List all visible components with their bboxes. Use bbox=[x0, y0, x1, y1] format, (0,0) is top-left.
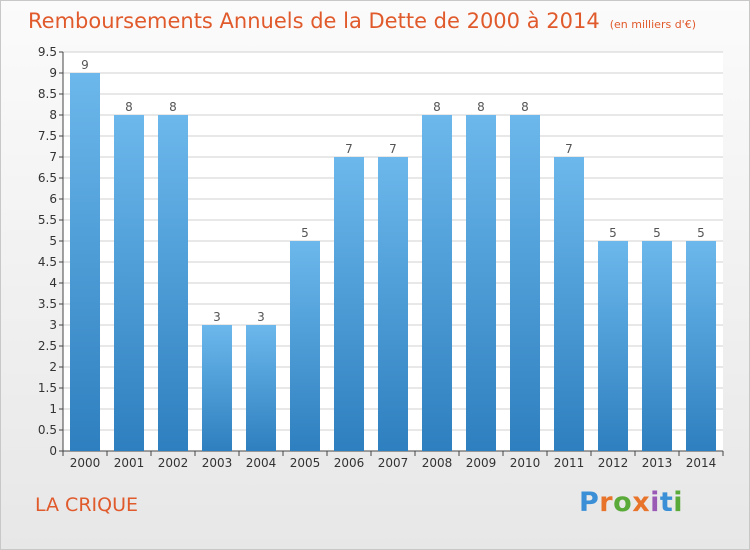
bar-2006 bbox=[334, 157, 364, 451]
bar-2011 bbox=[554, 157, 584, 451]
x-tick-label: 2006 bbox=[334, 456, 365, 470]
bar-2008 bbox=[422, 115, 452, 451]
x-tick-label: 2003 bbox=[202, 456, 233, 470]
bar-2009 bbox=[466, 115, 496, 451]
y-tick-label: 7 bbox=[49, 150, 57, 164]
data-label: 5 bbox=[653, 226, 661, 240]
bar-2002 bbox=[158, 115, 188, 451]
y-tick-label: 6.5 bbox=[38, 171, 57, 185]
data-label: 3 bbox=[213, 310, 221, 324]
unit-note: (en milliers d'€) bbox=[609, 18, 696, 31]
x-tick-label: 2007 bbox=[378, 456, 409, 470]
y-tick-label: 9.5 bbox=[38, 45, 57, 59]
x-tick-label: 2010 bbox=[510, 456, 541, 470]
data-label: 8 bbox=[433, 100, 441, 114]
bar-2001 bbox=[114, 115, 144, 451]
data-label: 5 bbox=[301, 226, 309, 240]
bar-2005 bbox=[290, 241, 320, 451]
data-label: 3 bbox=[257, 310, 265, 324]
y-tick-label: 9 bbox=[49, 66, 57, 80]
bar-2004 bbox=[246, 325, 276, 451]
x-tick-label: 2000 bbox=[70, 456, 101, 470]
chart-title-text: Remboursements Annuels de la Dette de 20… bbox=[28, 9, 600, 33]
x-tick-label: 2005 bbox=[290, 456, 321, 470]
y-tick-label: 2 bbox=[49, 360, 57, 374]
logo-letter: P bbox=[579, 487, 600, 518]
x-tick-label: 2013 bbox=[642, 456, 673, 470]
bar-2013 bbox=[642, 241, 672, 451]
data-label: 8 bbox=[125, 100, 133, 114]
x-tick-label: 2008 bbox=[422, 456, 453, 470]
data-label: 8 bbox=[169, 100, 177, 114]
logo-letter: r bbox=[599, 487, 614, 518]
data-label: 9 bbox=[81, 58, 89, 72]
logo-letter: i bbox=[650, 487, 660, 518]
y-tick-label: 3 bbox=[49, 318, 57, 332]
data-label: 7 bbox=[345, 142, 353, 156]
x-tick-label: 2014 bbox=[686, 456, 717, 470]
x-tick-label: 2001 bbox=[114, 456, 145, 470]
bar-2000 bbox=[70, 73, 100, 451]
y-tick-label: 0.5 bbox=[38, 423, 57, 437]
bar-2012 bbox=[598, 241, 628, 451]
logo-letter: t bbox=[659, 487, 674, 518]
data-label: 5 bbox=[697, 226, 705, 240]
y-tick-label: 0 bbox=[49, 444, 57, 458]
x-tick-label: 2009 bbox=[466, 456, 497, 470]
y-tick-label: 8.5 bbox=[38, 87, 57, 101]
y-tick-label: 4 bbox=[49, 276, 57, 290]
y-tick-label: 5 bbox=[49, 234, 57, 248]
logo-letter: i bbox=[673, 487, 684, 518]
proxiti-logo[interactable]: Proxiti bbox=[579, 487, 683, 518]
logo-letter: o bbox=[613, 487, 633, 518]
x-tick-label: 2012 bbox=[598, 456, 629, 470]
chart-title: Remboursements Annuels de la Dette de 20… bbox=[28, 9, 696, 33]
x-tick-label: 2011 bbox=[554, 456, 585, 470]
bar-2014 bbox=[686, 241, 716, 451]
data-label: 7 bbox=[389, 142, 397, 156]
y-tick-label: 2.5 bbox=[38, 339, 57, 353]
y-tick-label: 1.5 bbox=[38, 381, 57, 395]
data-label: 8 bbox=[521, 100, 529, 114]
y-tick-label: 4.5 bbox=[38, 255, 57, 269]
y-tick-label: 3.5 bbox=[38, 297, 57, 311]
bar-2003 bbox=[202, 325, 232, 451]
data-label: 7 bbox=[565, 142, 573, 156]
y-tick-label: 8 bbox=[49, 108, 57, 122]
bar-2010 bbox=[510, 115, 540, 451]
place-name: LA CRIQUE bbox=[35, 494, 138, 516]
x-tick-label: 2004 bbox=[246, 456, 277, 470]
bar-2007 bbox=[378, 157, 408, 451]
data-label: 5 bbox=[609, 226, 617, 240]
y-tick-label: 7.5 bbox=[38, 129, 57, 143]
data-label: 8 bbox=[477, 100, 485, 114]
y-tick-label: 5.5 bbox=[38, 213, 57, 227]
y-tick-label: 1 bbox=[49, 402, 57, 416]
logo-letter: x bbox=[632, 487, 651, 518]
x-tick-label: 2002 bbox=[158, 456, 189, 470]
y-tick-label: 6 bbox=[49, 192, 57, 206]
